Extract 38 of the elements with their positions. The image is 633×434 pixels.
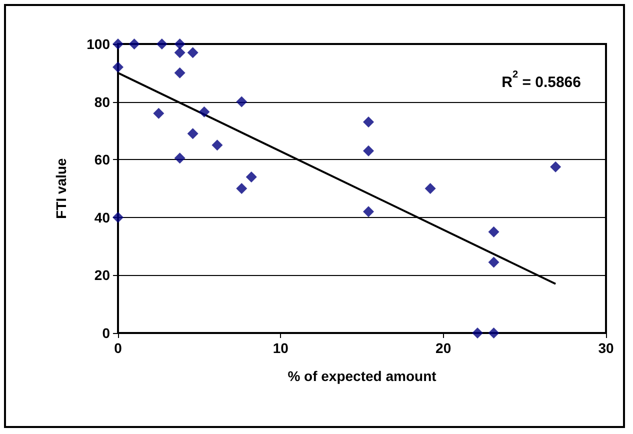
point	[174, 38, 186, 50]
point	[488, 328, 500, 338]
point	[236, 183, 248, 194]
point	[363, 145, 374, 156]
point	[187, 128, 198, 140]
point	[112, 62, 124, 73]
y-tick-label: 100	[86, 36, 110, 52]
point	[212, 140, 223, 151]
x-tick-label: 30	[598, 340, 614, 356]
point	[424, 183, 436, 194]
y-tick-label: 40	[94, 209, 110, 226]
point	[363, 116, 374, 128]
point	[236, 96, 248, 108]
point	[488, 226, 500, 238]
point	[363, 206, 374, 218]
point	[174, 67, 186, 78]
x-axis-title: % of expected amount	[288, 368, 437, 384]
y-tick-label: 0	[102, 325, 110, 341]
point	[174, 152, 186, 164]
point	[112, 38, 124, 50]
x-tick-label: 10	[272, 340, 289, 356]
point	[550, 161, 562, 172]
point	[128, 38, 140, 50]
y-tick-label: 80	[94, 94, 110, 110]
point	[174, 47, 186, 58]
point	[156, 38, 168, 50]
point	[187, 47, 198, 58]
point	[112, 212, 124, 223]
x-tick-label: 20	[436, 340, 452, 356]
y-tick-label: 60	[94, 152, 110, 168]
point	[488, 256, 500, 268]
point	[472, 328, 483, 338]
x-tick-label: 0	[114, 340, 122, 356]
y-tick-label: 20	[94, 267, 110, 284]
point	[153, 108, 164, 119]
point	[246, 171, 257, 182]
point	[198, 106, 210, 118]
y-axis-title: FTI value	[53, 158, 69, 219]
